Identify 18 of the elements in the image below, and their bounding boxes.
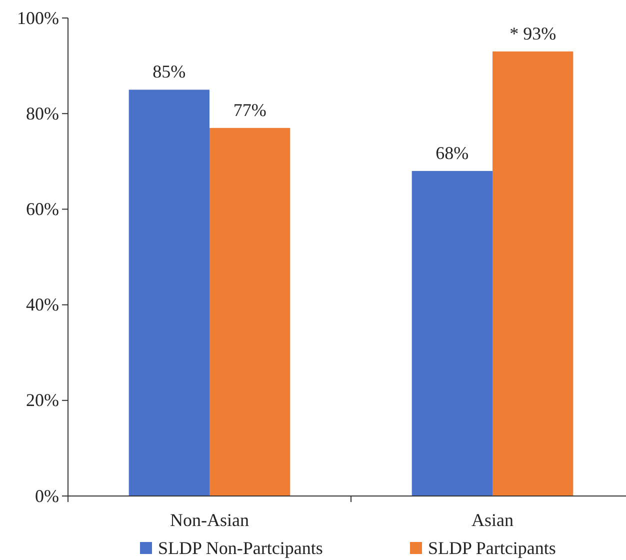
data-label: 85% bbox=[152, 62, 186, 82]
legend-label: SLDP Partcipants bbox=[428, 538, 556, 558]
x-tick-label: Non-Asian bbox=[170, 510, 249, 530]
data-label: 77% bbox=[233, 100, 266, 120]
data-label: * 93% bbox=[510, 23, 556, 44]
y-tick-label: 80% bbox=[26, 103, 59, 124]
y-tick-label: 60% bbox=[26, 198, 59, 219]
bar bbox=[128, 90, 210, 496]
y-tick-label: 20% bbox=[26, 390, 59, 410]
x-tick-label: Asian bbox=[472, 510, 514, 530]
bar bbox=[412, 170, 492, 496]
data-label: 68% bbox=[436, 142, 469, 163]
bar bbox=[210, 128, 290, 496]
bar bbox=[492, 51, 574, 496]
y-tick-label: 0% bbox=[35, 486, 59, 506]
y-tick-label: 40% bbox=[26, 294, 59, 315]
legend-label: SLDP Non-Partcipants bbox=[158, 538, 323, 558]
y-tick-label: 100% bbox=[17, 8, 59, 28]
